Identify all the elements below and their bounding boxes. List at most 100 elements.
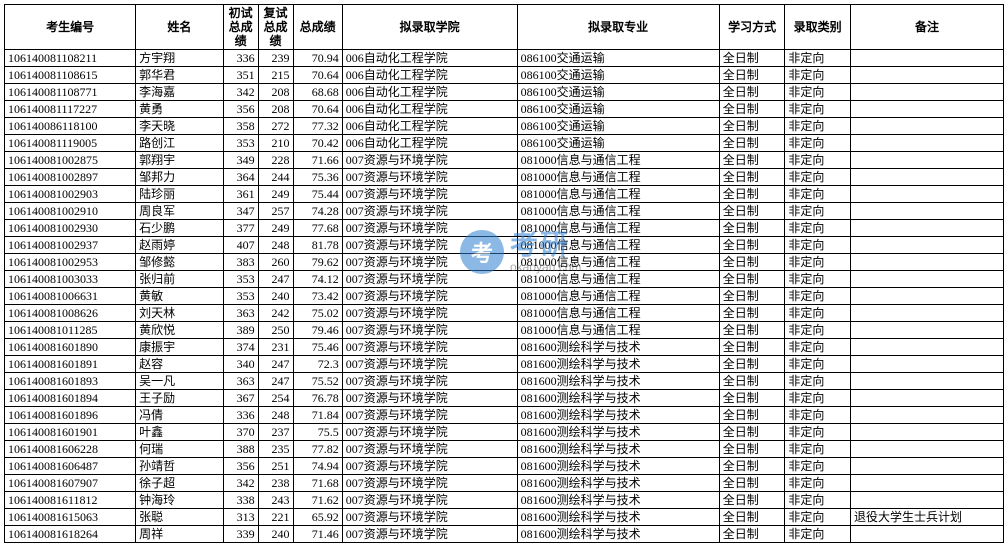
table-row: 106140081601890康振宇37423175.46007资源与环境学院0… bbox=[5, 339, 1004, 356]
cell: 247 bbox=[258, 373, 293, 390]
cell bbox=[850, 390, 1003, 407]
cell: 75.02 bbox=[293, 305, 342, 322]
cell: 106140081117227 bbox=[5, 101, 136, 118]
cell: 106140081002875 bbox=[5, 152, 136, 169]
col-header: 录取类别 bbox=[785, 5, 851, 50]
cell: 257 bbox=[258, 203, 293, 220]
cell bbox=[850, 322, 1003, 339]
cell bbox=[850, 135, 1003, 152]
cell: 邹邦力 bbox=[136, 169, 223, 186]
cell: 106140081601890 bbox=[5, 339, 136, 356]
cell: 081600测绘科学与技术 bbox=[517, 475, 719, 492]
cell: 353 bbox=[223, 271, 258, 288]
cell: 249 bbox=[258, 220, 293, 237]
cell: 75.46 bbox=[293, 339, 342, 356]
cell: 非定向 bbox=[785, 254, 851, 271]
table-row: 106140081618264周祥33924071.46007资源与环境学院08… bbox=[5, 526, 1004, 543]
cell: 全日制 bbox=[719, 101, 785, 118]
cell: 全日制 bbox=[719, 373, 785, 390]
cell: 非定向 bbox=[785, 305, 851, 322]
cell: 407 bbox=[223, 237, 258, 254]
cell: 75.52 bbox=[293, 373, 342, 390]
cell: 黄敏 bbox=[136, 288, 223, 305]
cell: 106140081606228 bbox=[5, 441, 136, 458]
cell: 非定向 bbox=[785, 441, 851, 458]
cell: 007资源与环境学院 bbox=[342, 271, 517, 288]
cell: 非定向 bbox=[785, 101, 851, 118]
cell: 何瑞 bbox=[136, 441, 223, 458]
cell: 全日制 bbox=[719, 203, 785, 220]
cell bbox=[850, 152, 1003, 169]
cell bbox=[850, 203, 1003, 220]
cell: 086100交通运输 bbox=[517, 84, 719, 101]
cell: 孙靖哲 bbox=[136, 458, 223, 475]
cell: 260 bbox=[258, 254, 293, 271]
cell: 313 bbox=[223, 509, 258, 526]
cell: 全日制 bbox=[719, 186, 785, 203]
cell: 210 bbox=[258, 135, 293, 152]
cell: 336 bbox=[223, 50, 258, 67]
cell: 74.94 bbox=[293, 458, 342, 475]
cell: 367 bbox=[223, 390, 258, 407]
cell: 全日制 bbox=[719, 458, 785, 475]
table-row: 106140081601893吴一凡36324775.52007资源与环境学院0… bbox=[5, 373, 1004, 390]
cell: 全日制 bbox=[719, 220, 785, 237]
header-row: 考生编号姓名初试总成绩复试总成绩总成绩拟录取学院拟录取专业学习方式录取类别备注 bbox=[5, 5, 1004, 50]
cell: 71.84 bbox=[293, 407, 342, 424]
cell: 081600测绘科学与技术 bbox=[517, 424, 719, 441]
cell: 石少鹏 bbox=[136, 220, 223, 237]
cell: 黄勇 bbox=[136, 101, 223, 118]
cell: 邹修懿 bbox=[136, 254, 223, 271]
cell: 方宇翔 bbox=[136, 50, 223, 67]
cell: 76.78 bbox=[293, 390, 342, 407]
cell: 081000信息与通信工程 bbox=[517, 322, 719, 339]
cell bbox=[850, 424, 1003, 441]
cell: 081000信息与通信工程 bbox=[517, 220, 719, 237]
cell: 全日制 bbox=[719, 118, 785, 135]
cell: 342 bbox=[223, 475, 258, 492]
cell: 非定向 bbox=[785, 84, 851, 101]
col-header: 拟录取学院 bbox=[342, 5, 517, 50]
cell: 李天晓 bbox=[136, 118, 223, 135]
cell bbox=[850, 458, 1003, 475]
col-header: 初试总成绩 bbox=[223, 5, 258, 50]
cell: 228 bbox=[258, 152, 293, 169]
cell: 389 bbox=[223, 322, 258, 339]
cell: 106140081002910 bbox=[5, 203, 136, 220]
cell: 106140081108771 bbox=[5, 84, 136, 101]
cell: 007资源与环境学院 bbox=[342, 458, 517, 475]
table-row: 106140081119005路创江35321070.42006自动化工程学院0… bbox=[5, 135, 1004, 152]
cell: 353 bbox=[223, 288, 258, 305]
cell: 007资源与环境学院 bbox=[342, 407, 517, 424]
cell: 340 bbox=[223, 356, 258, 373]
table-body: 106140081108211方宇翔33623970.94006自动化工程学院0… bbox=[5, 50, 1004, 543]
cell: 364 bbox=[223, 169, 258, 186]
cell: 007资源与环境学院 bbox=[342, 220, 517, 237]
cell: 非定向 bbox=[785, 169, 851, 186]
table-row: 106140081601894王子励36725476.78007资源与环境学院0… bbox=[5, 390, 1004, 407]
cell: 007资源与环境学院 bbox=[342, 152, 517, 169]
cell: 081600测绘科学与技术 bbox=[517, 339, 719, 356]
cell: 339 bbox=[223, 526, 258, 543]
cell: 006自动化工程学院 bbox=[342, 67, 517, 84]
cell: 非定向 bbox=[785, 237, 851, 254]
cell: 黄欣悦 bbox=[136, 322, 223, 339]
cell: 刘天林 bbox=[136, 305, 223, 322]
cell: 106140081108615 bbox=[5, 67, 136, 84]
cell: 106140081618264 bbox=[5, 526, 136, 543]
table-row: 106140081601891赵容34024772.3007资源与环境学院081… bbox=[5, 356, 1004, 373]
cell: 377 bbox=[223, 220, 258, 237]
cell: 全日制 bbox=[719, 475, 785, 492]
cell: 106140086118100 bbox=[5, 118, 136, 135]
table-row: 106140081601901叶鑫37023775.5007资源与环境学院081… bbox=[5, 424, 1004, 441]
col-header: 复试总成绩 bbox=[258, 5, 293, 50]
cell: 全日制 bbox=[719, 441, 785, 458]
cell: 006自动化工程学院 bbox=[342, 118, 517, 135]
table-row: 106140081611812钟海玲33824371.62007资源与环境学院0… bbox=[5, 492, 1004, 509]
cell: 007资源与环境学院 bbox=[342, 441, 517, 458]
cell bbox=[850, 339, 1003, 356]
cell: 退役大学生士兵计划 bbox=[850, 509, 1003, 526]
table-row: 106140086118100李天晓35827277.32006自动化工程学院0… bbox=[5, 118, 1004, 135]
cell: 351 bbox=[223, 67, 258, 84]
cell: 106140081607907 bbox=[5, 475, 136, 492]
